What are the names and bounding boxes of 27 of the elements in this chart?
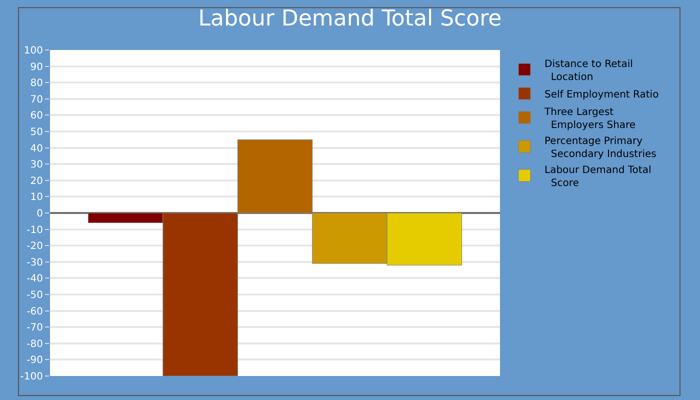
legend-label: Three Largest Employers Share	[544, 106, 636, 131]
y-tick-label: 40	[30, 143, 43, 154]
y-tick-label: 100	[24, 46, 43, 56]
y-tick-label: 0	[36, 208, 43, 220]
y-tick-label: 50	[30, 127, 43, 138]
y-tick-label: 70	[30, 94, 43, 106]
y-tick-label: 80	[30, 78, 43, 90]
y-tick-label: -20	[26, 241, 43, 252]
y-tick-label: -80	[26, 338, 43, 350]
y-tick-label: 10	[30, 192, 43, 204]
y-tick-label: -70	[26, 322, 43, 334]
y-tick-label: -40	[26, 274, 43, 285]
y-tick-label: -50	[26, 290, 43, 301]
y-tick-label: -100	[20, 372, 43, 382]
y-tick-label: -60	[26, 306, 43, 318]
y-tick-label: 20	[30, 176, 43, 187]
y-tick-label: 30	[30, 160, 43, 171]
y-tick-label: -90	[26, 355, 43, 366]
legend-label: Self Employment Ratio	[544, 89, 659, 100]
y-tick-label: 60	[30, 110, 43, 122]
y-tick-label: -10	[26, 224, 43, 236]
legend-label: Distance to Retail Location	[544, 58, 633, 83]
chart-title: Labour Demand Total Score	[198, 6, 502, 32]
legend-label: Labour Demand Total Score	[544, 164, 652, 189]
y-tick-label: -30	[26, 257, 43, 268]
legend-label: Percentage Primary Secondary Industries	[544, 136, 656, 160]
y-tick-label: 90	[30, 62, 43, 73]
